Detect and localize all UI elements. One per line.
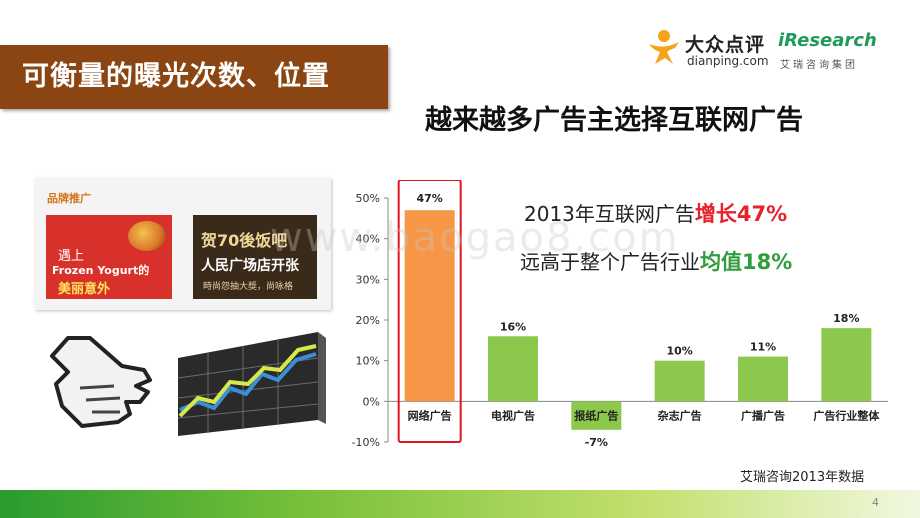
restaurant-ad: 贺70後饭吧 人民广场店开张 時尚怨抽大獎，尚咏格 [193,215,317,299]
ad2-line3: 時尚怨抽大獎，尚咏格 [203,282,294,292]
ad2-line2: 人民广场店开张 [201,258,299,274]
bottom-band [0,490,920,518]
growth-note-highlight: 增长47% [694,202,788,226]
dianping-logo-cn: 大众点评 [685,34,766,56]
ad1-line3: 美丽意外 [58,282,111,297]
dianping-logo: 大众点评 dianping.com [645,22,775,74]
growth-note: 2013年互联网广告增长47% [524,198,787,228]
value-label: 10% [666,345,692,358]
frozen-yogurt-ad: 遇上 Frozen Yogurt的 美丽意外 [46,215,172,299]
page-number: 4 [872,496,879,509]
highlight-frame [397,180,462,443]
data-source: 艾瑞咨询2013年数据 [740,470,865,485]
value-label: 11% [750,341,776,354]
y-tick-label: 30% [356,273,380,286]
iresearch-logo-cn: 艾瑞咨询集团 [780,60,858,71]
value-label: 47% [416,192,442,205]
average-note-text: 远高于整个广告行业 [520,250,700,274]
bar-杂志广告 [654,360,705,402]
category-label: 网络广告 [408,408,452,422]
bar-广告行业整体 [821,328,872,402]
average-note-highlight: 均值18% [700,250,793,274]
y-tick-label: 0% [363,395,380,408]
ad1-line2: Frozen Yogurt的 [52,264,150,277]
bar-网络广告 [404,210,455,402]
growth-note-text: 2013年互联网广告 [524,202,695,226]
pointing-hand-icon [50,336,152,428]
iresearch-logo: iResearch 艾瑞咨询集团 [778,26,878,74]
brand-ad-panel: 品牌推广 遇上 Frozen Yogurt的 美丽意外 贺70後饭吧 人民广场店… [35,178,331,310]
category-label: 杂志广告 [658,408,702,422]
category-label: 广告行业整体 [813,408,880,422]
average-note: 远高于整个广告行业均值18% [520,246,792,276]
ad-panel-heading: 品牌推广 [47,192,91,205]
fruit-icon [128,221,166,251]
title-bar: 可衡量的曝光次数、位置 [0,45,388,109]
iresearch-logo-en: iResearch [778,30,877,51]
y-tick-label: 50% [356,192,380,205]
y-tick-label: 40% [356,233,380,246]
y-tick-label: -10% [352,436,380,449]
y-tick-label: 20% [356,314,380,327]
y-tick-label: 10% [356,355,380,368]
dianping-star-icon [649,30,679,64]
ad1-line1: 遇上 [58,249,85,264]
page-title: 可衡量的曝光次数、位置 [22,61,330,92]
value-label: 18% [833,312,859,325]
dianping-logo-en: dianping.com [687,54,769,68]
rising-graph-icon [177,332,326,436]
category-label: 报纸广告 [574,408,618,422]
slide-subtitle: 越来越多广告主选择互联网广告 [425,105,803,136]
ad-growth-chart: -10% 0% 10% 20% 30% 40% 50% 47% 网络广告 16% 电视广告 -7% 报… [352,180,888,449]
value-label: 16% [500,320,526,333]
category-label: 广播广告 [741,408,785,422]
ad2-line1: 贺70後饭吧 [201,231,288,250]
value-label: -7% [585,436,608,449]
watermark: www.baogao8.com [270,215,680,261]
bar-电视广告 [488,336,538,402]
category-label: 电视广告 [491,408,535,422]
bar-报纸广告 [571,401,622,430]
bar-广播广告 [738,356,788,402]
